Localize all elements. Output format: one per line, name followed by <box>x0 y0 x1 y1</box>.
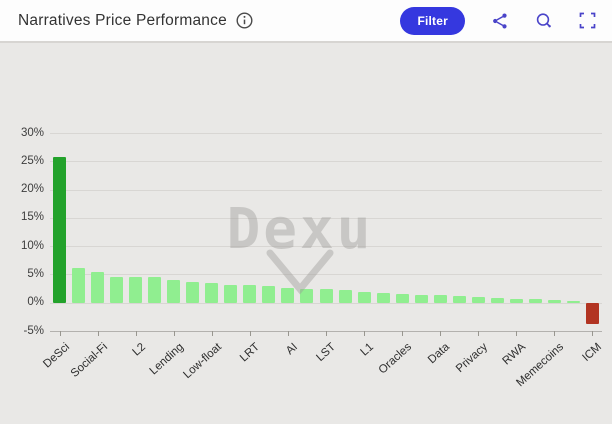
bar[interactable] <box>433 295 447 303</box>
bar[interactable] <box>300 288 314 303</box>
x-axis-tick <box>364 331 366 336</box>
bar[interactable] <box>262 285 276 303</box>
x-axis-tick <box>478 331 480 336</box>
gridline <box>50 274 602 276</box>
bar[interactable] <box>566 301 580 303</box>
bar[interactable] <box>357 291 371 303</box>
bar[interactable] <box>452 296 466 303</box>
y-axis-tick-label: 10% <box>20 239 44 252</box>
x-axis-tick <box>440 331 442 336</box>
bar[interactable] <box>110 276 124 303</box>
gridline <box>50 246 602 248</box>
bar[interactable] <box>129 276 143 303</box>
bar[interactable] <box>395 294 409 303</box>
bar[interactable] <box>205 283 219 303</box>
y-axis-tick-label: 0% <box>27 296 44 309</box>
gridline <box>50 302 602 304</box>
y-axis-tick-label: 5% <box>27 267 44 280</box>
chart-header: Narratives Price Performance Filter <box>0 0 612 43</box>
gridline <box>50 161 602 163</box>
bar[interactable] <box>509 298 523 303</box>
bar[interactable] <box>167 280 181 303</box>
title-row: Narratives Price Performance <box>18 12 253 30</box>
x-axis-tick <box>211 331 213 336</box>
y-axis-tick-label: -5% <box>23 324 44 337</box>
bar[interactable] <box>243 284 257 303</box>
x-axis-tick <box>135 331 137 336</box>
x-axis-tick <box>287 331 289 336</box>
bar[interactable] <box>585 302 599 324</box>
y-axis-tick-label: 30% <box>20 126 44 139</box>
x-axis-tick <box>554 331 556 336</box>
y-axis-tick-label: 20% <box>20 183 44 196</box>
bar[interactable] <box>471 297 485 303</box>
gridline <box>50 189 602 191</box>
watermark-text: Dexu <box>226 197 374 262</box>
y-axis-tick-label: 25% <box>20 154 44 167</box>
bar[interactable] <box>528 299 542 303</box>
filter-button[interactable]: Filter <box>400 6 465 35</box>
y-axis-tick-label: 15% <box>20 211 44 224</box>
x-axis-tick <box>59 331 61 336</box>
x-axis-tick <box>173 331 175 336</box>
header-actions: Filter <box>400 6 596 35</box>
share-icon[interactable] <box>491 12 509 30</box>
x-axis-tick <box>592 331 594 336</box>
bar-chart: Dexu 30% 25% 20% 15% 10% 5% 0% -5% DeSci Social-F… <box>0 45 612 402</box>
gridline <box>50 217 602 219</box>
zoom-search-icon[interactable] <box>535 12 553 30</box>
info-icon[interactable] <box>236 12 253 29</box>
x-axis-tick <box>249 331 251 336</box>
fullscreen-icon[interactable] <box>579 12 596 29</box>
bar[interactable] <box>338 289 352 303</box>
x-axis-tick <box>516 331 518 336</box>
gridline <box>50 133 602 134</box>
x-axis-tick <box>402 331 404 336</box>
bar[interactable] <box>376 293 390 303</box>
bar[interactable] <box>547 300 561 303</box>
bar[interactable] <box>224 285 238 303</box>
page-title: Narratives Price Performance <box>18 11 227 29</box>
bar[interactable] <box>148 276 162 303</box>
bar[interactable] <box>490 297 504 303</box>
x-axis-tick <box>326 331 327 336</box>
bar[interactable] <box>53 157 67 303</box>
bar[interactable] <box>186 282 200 303</box>
bar[interactable] <box>91 271 105 303</box>
x-axis-tick <box>97 331 99 336</box>
bar[interactable] <box>319 289 333 303</box>
bar[interactable] <box>281 288 295 303</box>
bar[interactable] <box>72 268 86 303</box>
bar[interactable] <box>414 295 428 303</box>
